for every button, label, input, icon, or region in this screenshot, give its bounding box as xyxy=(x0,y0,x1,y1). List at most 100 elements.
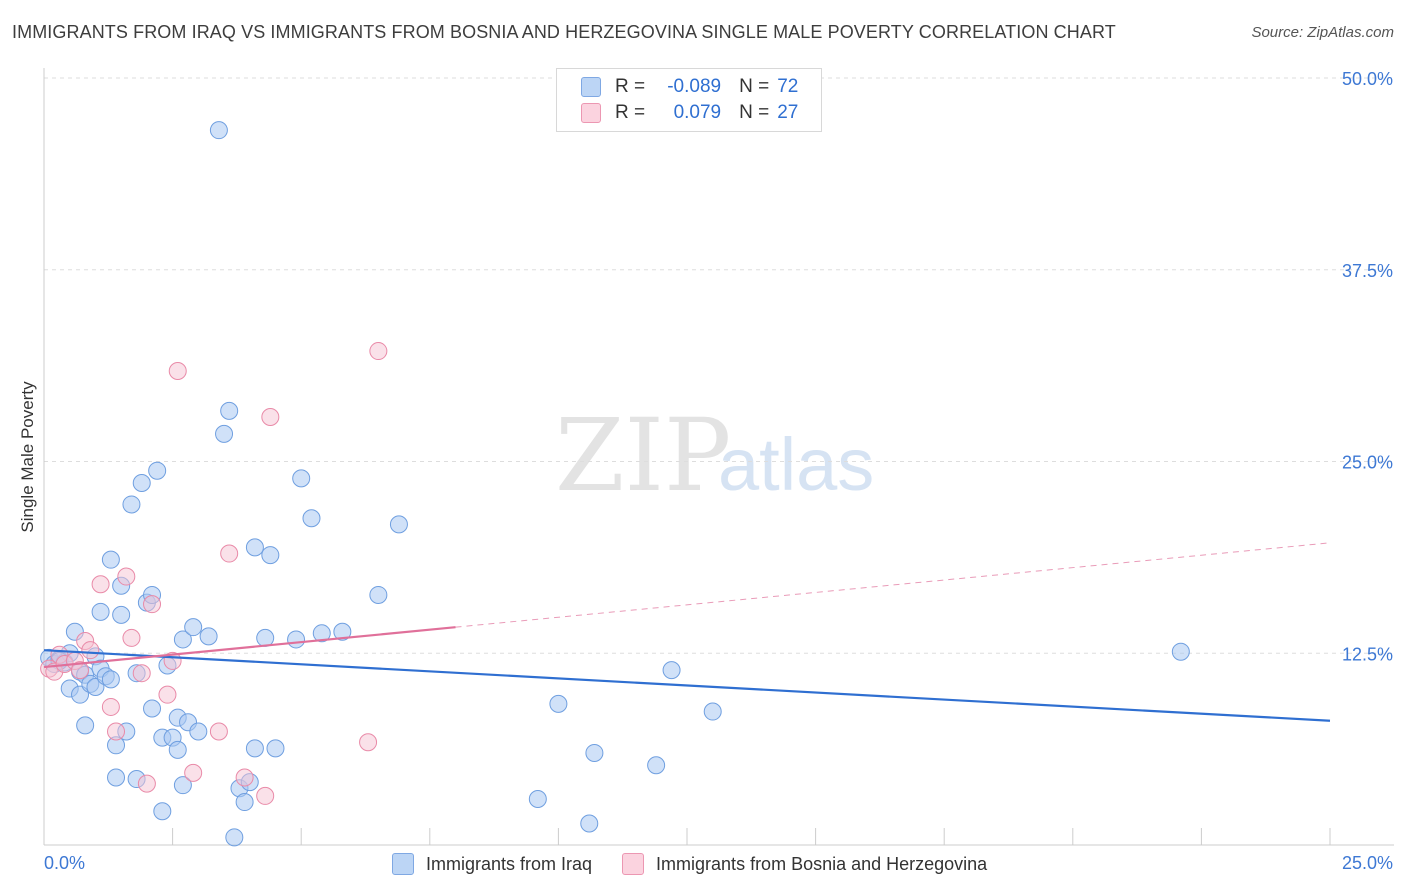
iraq-point xyxy=(107,768,126,787)
iraq-point xyxy=(168,740,187,759)
bosnia-swatch xyxy=(581,103,601,123)
legend-bosnia-label: Immigrants from Bosnia and Herzegovina xyxy=(656,853,988,874)
bosnia-trend-extension xyxy=(455,542,1331,628)
bosnia-trend-line xyxy=(43,626,456,669)
x-tick-label: 0.0% xyxy=(44,853,85,873)
bosnia-point xyxy=(91,575,110,594)
iraq-point xyxy=(189,722,208,741)
watermark-zip: ZIP xyxy=(555,397,731,514)
iraq-point xyxy=(209,121,228,140)
bosnia-n-value: 27 xyxy=(777,102,799,123)
y-tick-label: 12.5% xyxy=(1342,644,1393,664)
series-bosnia-points xyxy=(40,342,388,805)
iraq-point xyxy=(112,605,131,624)
legend-row-bosnia: R = 0.079 N = 27 xyxy=(581,100,798,126)
bosnia-point xyxy=(220,544,239,563)
y-tick-label: 25.0% xyxy=(1342,453,1393,473)
bosnia-point xyxy=(132,664,151,683)
y-tick-label: 37.5% xyxy=(1342,261,1393,281)
bosnia-point xyxy=(107,722,126,741)
bosnia-point xyxy=(137,774,156,793)
grid-lines xyxy=(44,77,1394,654)
bosnia-point xyxy=(209,722,228,741)
watermark: ZIP atlas xyxy=(555,397,874,514)
legend-bosnia-swatch xyxy=(622,853,645,875)
iraq-point xyxy=(220,401,239,420)
legend-iraq-swatch xyxy=(392,853,414,875)
iraq-point xyxy=(101,670,120,689)
x-tick-label: 25.0% xyxy=(1342,853,1393,873)
iraq-point xyxy=(173,630,192,649)
iraq-point xyxy=(153,802,172,821)
series-iraq-points xyxy=(40,121,1190,847)
bosnia-point xyxy=(256,786,275,805)
iraq-point xyxy=(287,630,306,649)
iraq-point xyxy=(333,622,352,641)
iraq-point xyxy=(369,585,388,604)
iraq-trend-line xyxy=(43,649,1331,722)
source-credit: Source: ZipAtlas.com xyxy=(1251,24,1394,41)
iraq-point xyxy=(389,515,408,534)
trend-lines xyxy=(43,542,1331,722)
iraq-point xyxy=(312,624,331,643)
bosnia-r-value: 0.079 xyxy=(673,102,722,123)
bosnia-point xyxy=(235,768,254,787)
iraq-point xyxy=(703,702,722,721)
legend-item-iraq: Immigrants from Iraq xyxy=(392,853,592,875)
iraq-point xyxy=(235,793,254,812)
iraq-point xyxy=(215,424,234,443)
iraq-point xyxy=(266,739,285,758)
iraq-point xyxy=(585,743,604,762)
iraq-point xyxy=(76,716,95,735)
iraq-point xyxy=(302,509,321,528)
legend-iraq-label: Immigrants from Iraq xyxy=(426,853,593,874)
iraq-point xyxy=(132,473,151,492)
iraq-point xyxy=(662,661,681,680)
legend-item-bosnia: Immigrants from Bosnia and Herzegovina xyxy=(622,853,987,875)
iraq-point xyxy=(101,550,120,569)
watermark-atlas: atlas xyxy=(718,423,874,506)
correlation-legend: R = -0.089 N = 72 R = 0.079 N = 27 xyxy=(556,68,822,132)
bosnia-point xyxy=(122,628,141,647)
iraq-point xyxy=(245,739,264,758)
iraq-point xyxy=(580,814,599,833)
iraq-swatch xyxy=(581,77,601,97)
iraq-point xyxy=(143,699,162,718)
bosnia-point xyxy=(71,661,90,680)
iraq-point xyxy=(528,789,547,808)
iraq-r-label: R = xyxy=(615,76,646,97)
iraq-point xyxy=(199,627,218,646)
bosnia-point xyxy=(369,342,388,361)
iraq-point xyxy=(549,694,568,713)
bosnia-point xyxy=(359,733,378,752)
bosnia-point xyxy=(158,685,177,704)
iraq-point xyxy=(184,618,203,637)
axes xyxy=(43,68,1394,846)
tick-labels: 12.5% 25.0% 37.5% 50.0% 0.0% 25.0% xyxy=(44,69,1393,873)
bosnia-point xyxy=(81,641,100,660)
iraq-point xyxy=(148,461,167,480)
iraq-point xyxy=(91,602,110,621)
iraq-n-value: 72 xyxy=(777,76,799,97)
bosnia-point xyxy=(143,595,162,614)
iraq-point xyxy=(1171,642,1190,661)
iraq-point xyxy=(647,756,666,775)
bosnia-point xyxy=(168,361,187,380)
y-tick-label: 50.0% xyxy=(1342,69,1393,89)
bosnia-point xyxy=(101,697,120,716)
iraq-point xyxy=(261,546,280,565)
bosnia-point xyxy=(261,408,280,427)
iraq-point xyxy=(256,628,275,647)
bosnia-point xyxy=(117,567,136,586)
iraq-r-value: -0.089 xyxy=(667,76,722,97)
bosnia-point xyxy=(184,763,203,782)
iraq-point xyxy=(173,776,192,795)
bosnia-n-label: N = xyxy=(739,102,770,123)
series-legend: Immigrants from Iraq Immigrants from Bos… xyxy=(392,850,1017,878)
bosnia-r-label: R = xyxy=(615,102,646,123)
legend-row-iraq: R = -0.089 N = 72 xyxy=(581,74,798,100)
iraq-n-label: N = xyxy=(739,76,770,97)
chart-title: IMMIGRANTS FROM IRAQ VS IMMIGRANTS FROM … xyxy=(12,22,1116,42)
iraq-point xyxy=(122,495,141,514)
